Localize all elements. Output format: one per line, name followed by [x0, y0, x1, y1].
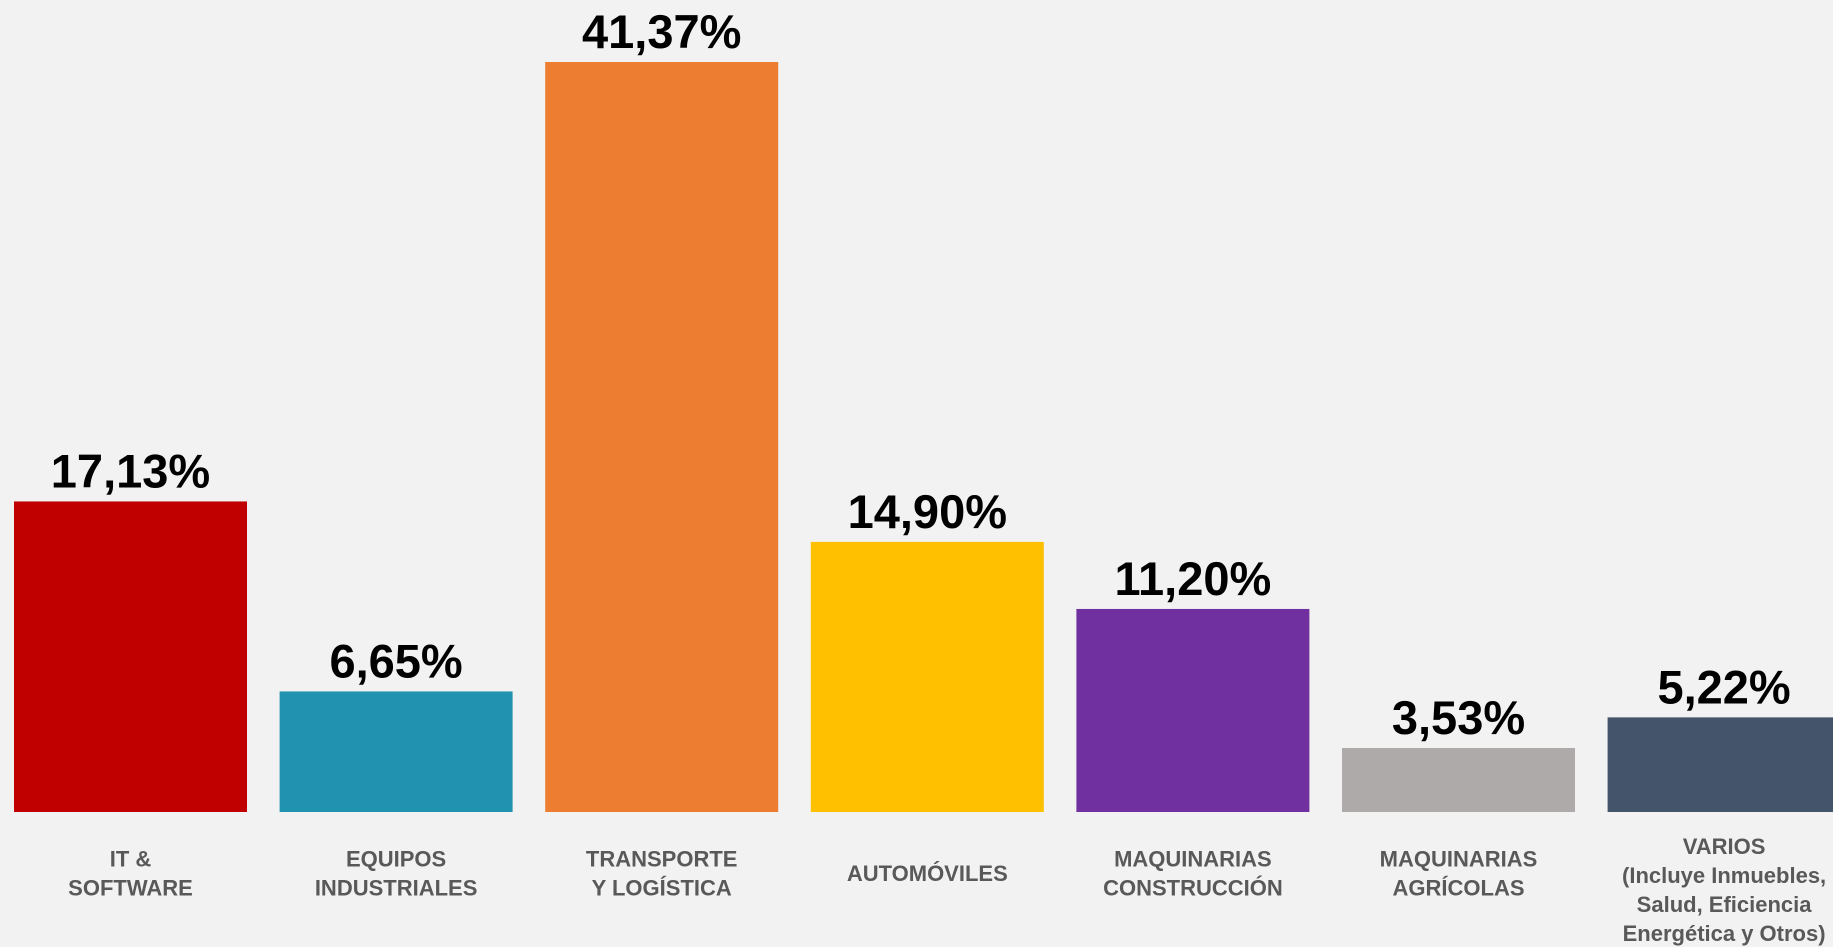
bar	[1076, 608, 1310, 812]
label-line: (Incluye Inmuebles,	[1622, 863, 1826, 888]
data-label: 6,65%	[329, 634, 462, 687]
label-line: TRANSPORTE	[586, 846, 738, 871]
x-tick-label: VARIOS (Incluye Inmuebles, Salud, Eficienc…	[1622, 834, 1826, 946]
label-line: SOFTWARE	[68, 875, 193, 900]
x-tick-label: TRANSPORTE Y LOGÍSTICA	[586, 846, 738, 900]
data-label: 17,13%	[51, 444, 210, 497]
data-label: 5,22%	[1657, 660, 1790, 713]
x-tick-label: AUTOMÓVILES	[847, 861, 1008, 886]
label-line: AGRÍCOLAS	[1393, 875, 1525, 900]
bar	[1607, 717, 1833, 812]
label-line: MAQUINARIAS	[1380, 846, 1538, 871]
label-line: EQUIPOS	[346, 846, 446, 871]
label-line: INDUSTRIALES	[315, 875, 478, 900]
data-label: 11,20%	[1114, 552, 1271, 605]
data-label: 41,37%	[582, 5, 741, 58]
x-tick-label: EQUIPOS INDUSTRIALES	[315, 846, 478, 900]
bar	[14, 501, 247, 812]
label-line: AUTOMÓVILES	[847, 861, 1008, 886]
label-line: IT &	[110, 846, 152, 871]
data-label: 14,90%	[848, 485, 1007, 538]
label-line: VARIOS	[1683, 834, 1766, 859]
label-line: MAQUINARIAS	[1114, 846, 1272, 871]
label-line: Y LOGÍSTICA	[592, 875, 732, 900]
x-tick-label: MAQUINARIAS CONSTRUCCIÓN	[1103, 846, 1283, 900]
bar	[279, 691, 513, 812]
label-line: CONSTRUCCIÓN	[1103, 875, 1283, 900]
label-line: Energética y Otros)	[1623, 921, 1826, 946]
x-tick-label: MAQUINARIAS AGRÍCOLAS	[1380, 846, 1538, 900]
x-tick-label: IT & SOFTWARE	[68, 846, 193, 900]
label-line: Salud, Eficiencia	[1637, 892, 1813, 917]
data-label: 3,53%	[1392, 691, 1525, 744]
bar	[810, 541, 1044, 812]
bar	[545, 62, 779, 812]
bar	[1342, 748, 1575, 812]
